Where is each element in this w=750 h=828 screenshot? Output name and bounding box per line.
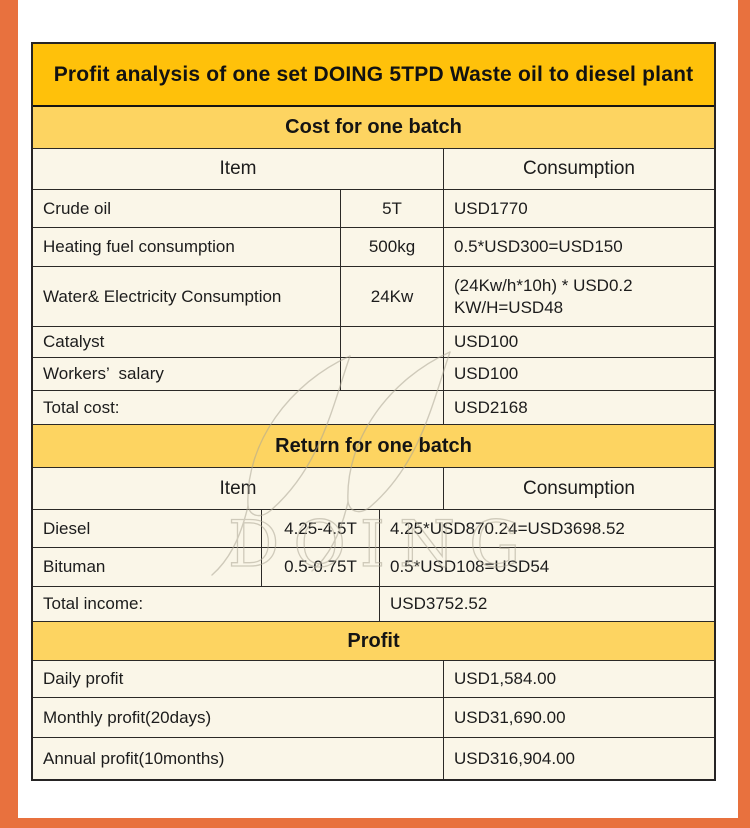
page-frame-left — [0, 0, 18, 828]
page-frame-bottom — [0, 818, 750, 828]
item-cell: Daily profit — [43, 669, 124, 689]
total-value: USD2168 — [443, 391, 714, 424]
total-income-row: Total income: USD3752.52 — [33, 587, 714, 622]
qty-cell: 24Kw — [340, 267, 443, 326]
value-cell: 0.5*USD300=USD150 — [443, 228, 714, 266]
table-row: Workers’ salary USD100 — [33, 358, 714, 391]
value-cell: 0.5*USD108=USD54 — [379, 548, 714, 586]
column-header-consumption: Consumption — [443, 149, 714, 189]
value-cell: USD31,690.00 — [443, 698, 714, 737]
table-row: Crude oil 5T USD1770 — [33, 190, 714, 228]
item-cell: Crude oil — [43, 198, 112, 218]
qty-cell — [340, 327, 443, 357]
value-cell: USD100 — [443, 358, 714, 390]
value-cell: USD100 — [443, 327, 714, 357]
column-header-item: Item — [219, 477, 257, 499]
qty-cell — [340, 358, 443, 390]
qty-cell: 0.5-0.75T — [261, 548, 379, 586]
item-cell: Annual profit(10months) — [43, 748, 225, 768]
value-cell: 4.25*USD870.24=USD3698.52 — [379, 510, 714, 547]
page-frame-right — [738, 0, 750, 828]
item-cell: Diesel — [43, 518, 91, 538]
item-cell: Catalyst — [43, 332, 105, 352]
table-title: Profit analysis of one set DOING 5TPD Wa… — [33, 44, 714, 107]
column-header-item: Item — [219, 158, 257, 180]
value-cell: (24Kw/h*10h) * USD0.2 KW/H=USD48 — [443, 267, 714, 326]
total-cost-row: Total cost: USD2168 — [33, 391, 714, 425]
item-cell: Water& Electricity Consumption — [43, 286, 282, 306]
table-row: Heating fuel consumption 500kg 0.5*USD30… — [33, 228, 714, 267]
column-header-consumption: Consumption — [443, 468, 714, 509]
item-cell: Bituman — [43, 557, 106, 577]
cost-column-header-row: Item Consumption — [33, 149, 714, 190]
value-cell: USD1,584.00 — [443, 661, 714, 697]
table-row: Bituman 0.5-0.75T 0.5*USD108=USD54 — [33, 548, 714, 587]
table-row: Monthly profit(20days) USD31,690.00 — [33, 698, 714, 738]
qty-cell: 5T — [340, 190, 443, 227]
table-row: Diesel 4.25-4.5T 4.25*USD870.24=USD3698.… — [33, 510, 714, 548]
section-header-return: Return for one batch — [33, 425, 714, 468]
item-cell: Heating fuel consumption — [43, 237, 235, 257]
item-cell: Monthly profit(20days) — [43, 707, 212, 727]
value-cell: USD1770 — [443, 190, 714, 227]
total-label: Total cost: — [43, 397, 120, 417]
qty-cell: 4.25-4.5T — [261, 510, 379, 547]
section-header-cost: Cost for one batch — [33, 107, 714, 149]
table-row: Catalyst USD100 — [33, 327, 714, 358]
table-row: Daily profit USD1,584.00 — [33, 661, 714, 698]
total-value: USD3752.52 — [379, 587, 714, 621]
return-column-header-row: Item Consumption — [33, 468, 714, 510]
profit-analysis-table: Profit analysis of one set DOING 5TPD Wa… — [31, 42, 716, 781]
table-row: Annual profit(10months) USD316,904.00 — [33, 738, 714, 779]
item-cell: Workers’ salary — [43, 364, 164, 384]
qty-cell: 500kg — [340, 228, 443, 266]
section-header-profit: Profit — [33, 622, 714, 661]
total-label: Total income: — [43, 594, 144, 614]
value-cell: USD316,904.00 — [443, 738, 714, 779]
table-row: Water& Electricity Consumption 24Kw (24K… — [33, 267, 714, 327]
